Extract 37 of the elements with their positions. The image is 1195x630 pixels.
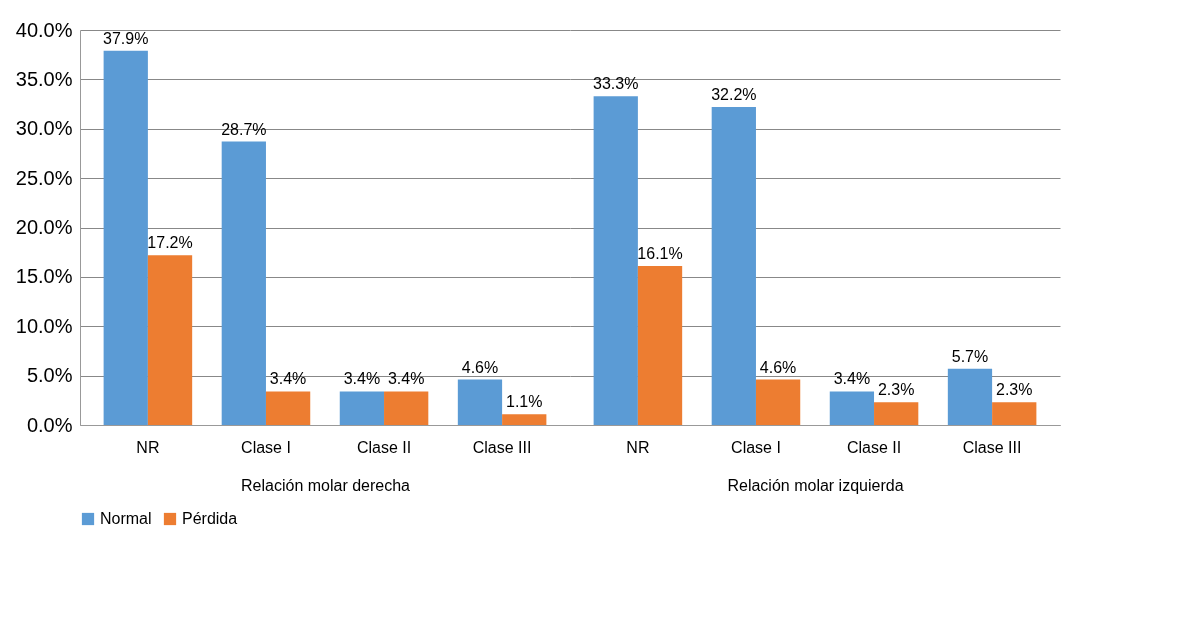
data-label: 3.4%: [387, 370, 425, 388]
y-tick-label: 5.0%: [26, 364, 73, 387]
text: Relación molar izquierda: [727, 476, 904, 494]
y-tick-label: 0.0%: [26, 413, 73, 436]
legend-label: Normal: [100, 510, 152, 527]
legend-label: Pérdida: [182, 510, 238, 527]
y-tick-label: 30.0%: [15, 117, 73, 140]
data-label: 1.1%: [506, 393, 543, 411]
y-tick-label: 40.0%: [15, 18, 73, 41]
data-label: 16.1%: [637, 245, 683, 263]
data-label: 3.4%: [269, 370, 307, 388]
data-label: 17.2%: [147, 234, 193, 252]
x-tick-label: Clase I: [731, 438, 781, 456]
data-label: 33.3%: [593, 75, 639, 93]
x-tick-label: Clase III: [962, 438, 1022, 456]
data-label: 5.7%: [951, 347, 989, 365]
y-tick-label: 20.0%: [15, 216, 73, 238]
y-tick-label: 25.0%: [15, 166, 73, 189]
y-tick-label: 10.0%: [15, 314, 73, 337]
data-label: 4.6%: [759, 358, 797, 376]
x-tick-label: NR: [136, 438, 160, 456]
data-label: 28.7%: [221, 120, 267, 138]
x-tick-label: NR: [626, 438, 650, 456]
data-label: 4.6%: [461, 358, 499, 376]
data-label: 32.2%: [711, 86, 757, 104]
data-label: 2.3%: [877, 381, 915, 399]
text: Relación molar derecha: [241, 476, 411, 494]
data-label: 37.9%: [103, 29, 149, 47]
data-label: 2.3%: [996, 381, 1033, 399]
x-tick-label: Clase II: [846, 438, 902, 456]
y-tick-label: 15.0%: [15, 265, 73, 288]
x-tick-label: Clase I: [241, 438, 291, 456]
y-tick-label: 35.0%: [15, 67, 73, 90]
x-tick-label: Clase III: [472, 438, 532, 456]
x-tick-label: Clase II: [356, 438, 412, 456]
data-label: 3.4%: [343, 370, 381, 388]
data-label: 3.4%: [833, 370, 871, 388]
